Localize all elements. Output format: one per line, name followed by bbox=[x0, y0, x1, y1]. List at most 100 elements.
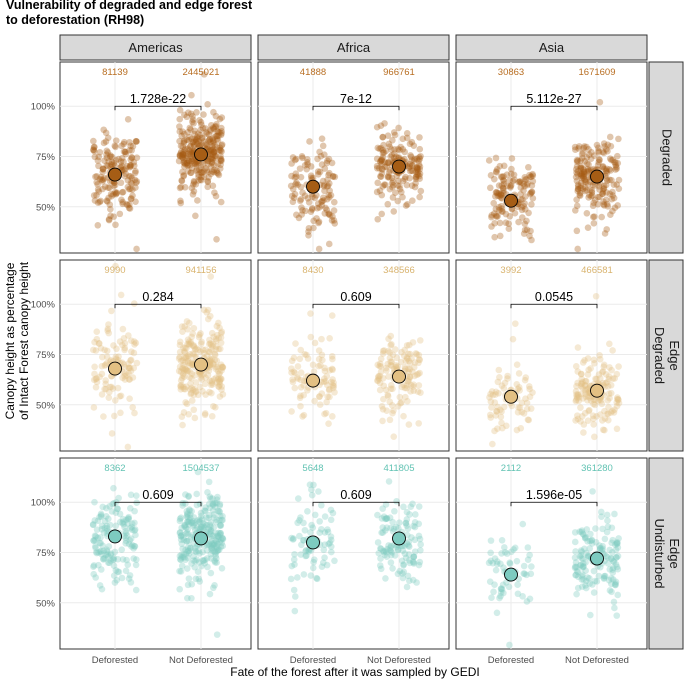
data-point bbox=[198, 176, 205, 184]
data-point bbox=[516, 387, 523, 394]
data-point bbox=[498, 205, 506, 212]
data-point bbox=[133, 492, 140, 499]
data-point bbox=[103, 151, 110, 158]
data-point bbox=[529, 172, 537, 180]
significance-bracket bbox=[510, 303, 598, 309]
data-point bbox=[526, 595, 534, 603]
data-point bbox=[396, 146, 403, 154]
data-point bbox=[211, 548, 218, 555]
data-point bbox=[595, 158, 603, 166]
data-point bbox=[400, 352, 408, 360]
data-point bbox=[194, 568, 202, 576]
data-point bbox=[395, 525, 402, 532]
data-point bbox=[100, 555, 107, 563]
data-point bbox=[596, 546, 604, 554]
data-point bbox=[182, 524, 190, 531]
data-point bbox=[213, 132, 220, 140]
data-point bbox=[196, 131, 204, 139]
data-point bbox=[290, 354, 298, 362]
data-point bbox=[289, 376, 296, 383]
data-point bbox=[486, 578, 494, 585]
data-point bbox=[325, 171, 332, 179]
data-point bbox=[127, 195, 135, 203]
data-point bbox=[195, 177, 202, 184]
data-point bbox=[388, 402, 396, 409]
data-point bbox=[580, 563, 587, 571]
data-point bbox=[389, 385, 396, 393]
data-point bbox=[526, 232, 533, 240]
data-point bbox=[124, 177, 132, 184]
data-point bbox=[218, 141, 226, 148]
data-point bbox=[383, 367, 390, 374]
data-point bbox=[374, 377, 382, 384]
data-point bbox=[190, 120, 197, 127]
data-point bbox=[180, 158, 187, 166]
data-point bbox=[191, 353, 199, 361]
data-point bbox=[323, 372, 331, 380]
data-point bbox=[212, 346, 220, 353]
data-point bbox=[289, 378, 297, 386]
data-point bbox=[95, 162, 102, 170]
data-point bbox=[189, 350, 197, 357]
data-point bbox=[212, 363, 220, 371]
data-point bbox=[211, 148, 218, 156]
data-point bbox=[394, 145, 402, 153]
data-point bbox=[580, 170, 588, 178]
data-point bbox=[122, 170, 129, 178]
data-point bbox=[493, 189, 501, 197]
data-point bbox=[213, 516, 220, 524]
data-point bbox=[114, 555, 122, 563]
p-value-label: 1.596e-05 bbox=[526, 488, 582, 502]
data-point bbox=[325, 420, 332, 427]
data-point bbox=[507, 182, 514, 190]
data-point bbox=[100, 126, 108, 134]
data-point bbox=[126, 205, 134, 212]
data-point bbox=[102, 129, 110, 137]
data-point bbox=[382, 547, 389, 555]
data-point bbox=[130, 555, 137, 562]
data-point bbox=[388, 362, 395, 370]
data-point bbox=[193, 490, 201, 498]
data-point bbox=[101, 385, 108, 393]
data-point bbox=[217, 521, 224, 529]
data-point bbox=[219, 535, 226, 542]
data-point bbox=[329, 366, 336, 374]
data-point bbox=[184, 594, 191, 602]
data-point bbox=[383, 553, 391, 560]
data-point bbox=[129, 192, 136, 200]
data-point bbox=[504, 375, 511, 382]
data-point bbox=[588, 537, 595, 544]
data-point bbox=[493, 213, 500, 220]
data-point bbox=[103, 546, 111, 553]
data-point bbox=[600, 363, 608, 371]
strip-label-asia: Asia bbox=[539, 40, 565, 55]
data-point bbox=[403, 354, 411, 362]
data-point bbox=[180, 370, 187, 377]
data-point bbox=[128, 180, 136, 187]
data-point bbox=[600, 185, 607, 193]
data-point bbox=[387, 341, 394, 349]
data-point bbox=[614, 159, 622, 167]
data-point bbox=[103, 522, 111, 530]
data-point bbox=[596, 98, 604, 106]
data-point bbox=[492, 168, 500, 175]
data-point bbox=[594, 193, 602, 201]
data-point bbox=[213, 499, 220, 507]
data-point bbox=[523, 405, 531, 413]
data-point bbox=[206, 135, 213, 143]
data-point bbox=[528, 201, 535, 208]
data-point bbox=[587, 611, 594, 619]
data-point bbox=[187, 150, 194, 158]
data-point bbox=[581, 176, 588, 184]
data-point bbox=[598, 213, 605, 221]
data-point bbox=[325, 155, 333, 163]
data-point bbox=[610, 409, 618, 416]
data-point bbox=[415, 420, 422, 427]
data-point bbox=[200, 168, 207, 175]
data-point bbox=[406, 511, 413, 518]
data-point bbox=[586, 580, 593, 587]
data-point bbox=[117, 392, 125, 400]
data-point bbox=[128, 154, 136, 162]
